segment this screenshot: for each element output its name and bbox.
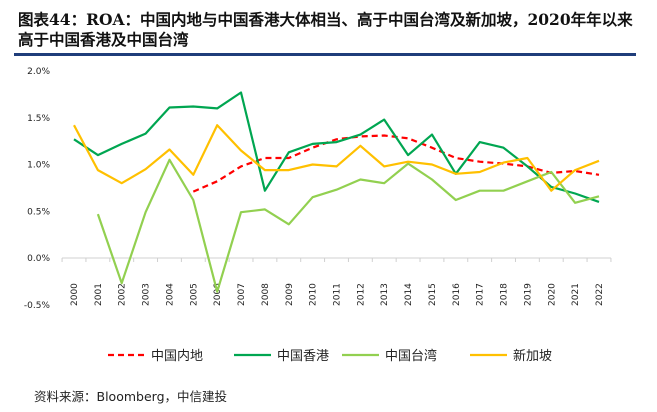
x-tick-label: 2012 <box>356 283 366 306</box>
series-line-1 <box>73 91 600 203</box>
x-tick-label: 2010 <box>309 283 319 306</box>
series-line-2 <box>96 158 600 293</box>
x-tick-label: 2002 <box>118 283 128 306</box>
legend-label: 中国台湾 <box>385 348 437 364</box>
y-tick-label: -0.5% <box>24 301 51 311</box>
x-tick-label: 2005 <box>189 283 199 306</box>
x-tick-label: 2013 <box>380 283 390 306</box>
x-tick-label: 2011 <box>333 283 343 306</box>
source-note: 资料来源：Bloomberg，中信建投 <box>34 389 227 404</box>
y-tick-label: 2.0% <box>27 67 50 77</box>
x-tick-label: 2006 <box>213 283 223 306</box>
x-tick-label: 2007 <box>237 283 247 306</box>
x-tick-label: 2017 <box>476 283 486 306</box>
legend-label: 新加坡 <box>513 348 552 364</box>
legend-label: 中国内地 <box>151 348 203 364</box>
x-tick-label: 2018 <box>500 283 510 306</box>
legend-label: 中国香港 <box>277 349 329 364</box>
x-tick-label: 2014 <box>404 283 414 306</box>
title-divider <box>14 53 636 56</box>
y-tick-label: 0.5% <box>27 207 50 217</box>
chart-title: 图表44：ROA：中国内地与中国香港大体相当、高于中国台湾及新加坡，2020年年… <box>18 10 633 49</box>
x-tick-label: 2019 <box>523 283 533 306</box>
y-tick-label: 1.5% <box>27 114 50 124</box>
x-tick-label: 2001 <box>94 283 104 306</box>
x-tick-label: 2008 <box>261 283 271 306</box>
x-tick-label: 2020 <box>547 283 557 306</box>
y-tick-label: 0.0% <box>27 254 50 264</box>
x-tick-label: 2022 <box>595 283 605 306</box>
x-tick-label: 2000 <box>70 283 80 306</box>
x-tick-label: 2015 <box>428 283 438 306</box>
x-tick-label: 2003 <box>142 283 152 306</box>
x-tick-label: 2004 <box>165 283 175 306</box>
x-tick-label: 2021 <box>571 283 581 306</box>
x-tick-label: 2016 <box>452 283 462 306</box>
y-tick-label: 1.0% <box>27 161 50 171</box>
series-line-3 <box>73 124 600 192</box>
x-tick-label: 2009 <box>285 283 295 306</box>
